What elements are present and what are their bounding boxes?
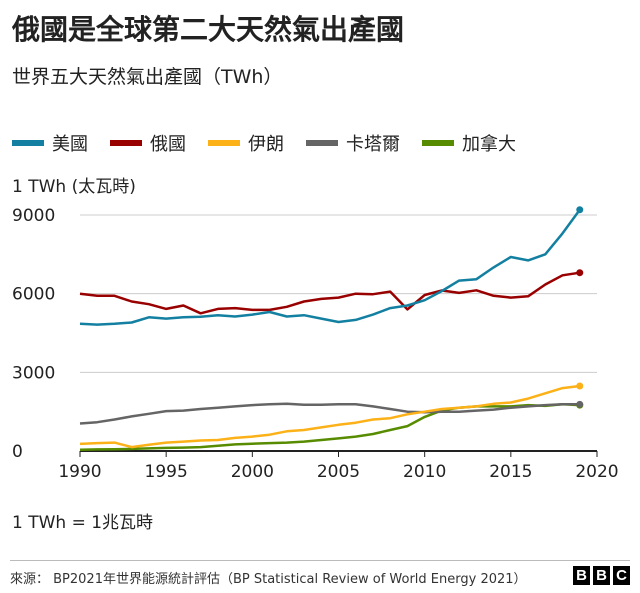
bbc-logo-letter-3: C — [613, 566, 630, 585]
x-tick-label-2010: 2010 — [403, 462, 446, 482]
legend-item-qatar: 卡塔爾 — [306, 130, 400, 156]
bbc-logo: B B C — [570, 566, 630, 585]
y-tick-label-3000: 3000 — [12, 363, 55, 383]
legend-swatch-canada — [422, 140, 454, 146]
legend-label-iran: 伊朗 — [248, 134, 284, 155]
unit-note: 1 TWh = 1兆瓦時 — [12, 513, 154, 533]
series-endpoint-iran — [576, 382, 584, 390]
x-tick-label-2015: 2015 — [489, 462, 532, 482]
chart-subtitle: 世界五大天然氣出產國（TWh） — [12, 66, 283, 88]
legend-label-canada: 加拿大 — [462, 134, 516, 155]
legend: 美國 俄國 伊朗 卡塔爾 加拿大 — [12, 130, 538, 156]
bbc-logo-letter-2: B — [593, 566, 610, 585]
legend-swatch-russia — [110, 140, 142, 146]
chart-title: 俄國是全球第二大天然氣出產國 — [12, 13, 405, 46]
legend-item-iran: 伊朗 — [208, 130, 284, 156]
series-line-qatar — [79, 402, 580, 425]
legend-label-usa: 美國 — [52, 134, 88, 155]
legend-swatch-qatar — [306, 140, 338, 146]
x-tick-label-2005: 2005 — [317, 462, 360, 482]
x-tick-label-1990: 1990 — [58, 462, 101, 482]
series-line-russia — [79, 271, 580, 315]
source-text: 來源： BP2021年世界能源統計評估（BP Statistical Revie… — [10, 572, 527, 587]
x-tick-label-1995: 1995 — [145, 462, 188, 482]
line-chart: 0 3000 6000 9000 1990 1995 2000 2005 2010 2015 202… — [12, 206, 619, 482]
bbc-logo-letter-1: B — [573, 566, 590, 585]
series-endpoint-qatar — [576, 400, 584, 408]
y-tick-label-0: 0 — [12, 442, 23, 462]
footer-divider — [10, 560, 630, 561]
y-tick-label-6000: 6000 — [12, 285, 55, 305]
y-axis-unit-label: 1 TWh (太瓦時) — [12, 177, 136, 197]
legend-swatch-iran — [208, 140, 240, 146]
x-tick-label-2020: 2020 — [575, 462, 618, 482]
legend-label-qatar: 卡塔爾 — [346, 134, 400, 155]
series-endpoint-usa — [576, 206, 584, 214]
legend-swatch-usa — [12, 140, 44, 146]
series-endpoint-russia — [576, 269, 584, 277]
legend-item-canada: 加拿大 — [422, 130, 516, 156]
legend-item-russia: 俄國 — [110, 130, 186, 156]
legend-item-usa: 美國 — [12, 130, 88, 156]
legend-label-russia: 俄國 — [150, 134, 186, 155]
y-tick-label-9000: 9000 — [12, 206, 55, 226]
series-line-canada — [79, 403, 580, 451]
series-line-iran — [79, 384, 580, 449]
series-line-usa — [79, 209, 581, 326]
x-tick-label-2000: 2000 — [231, 462, 274, 482]
